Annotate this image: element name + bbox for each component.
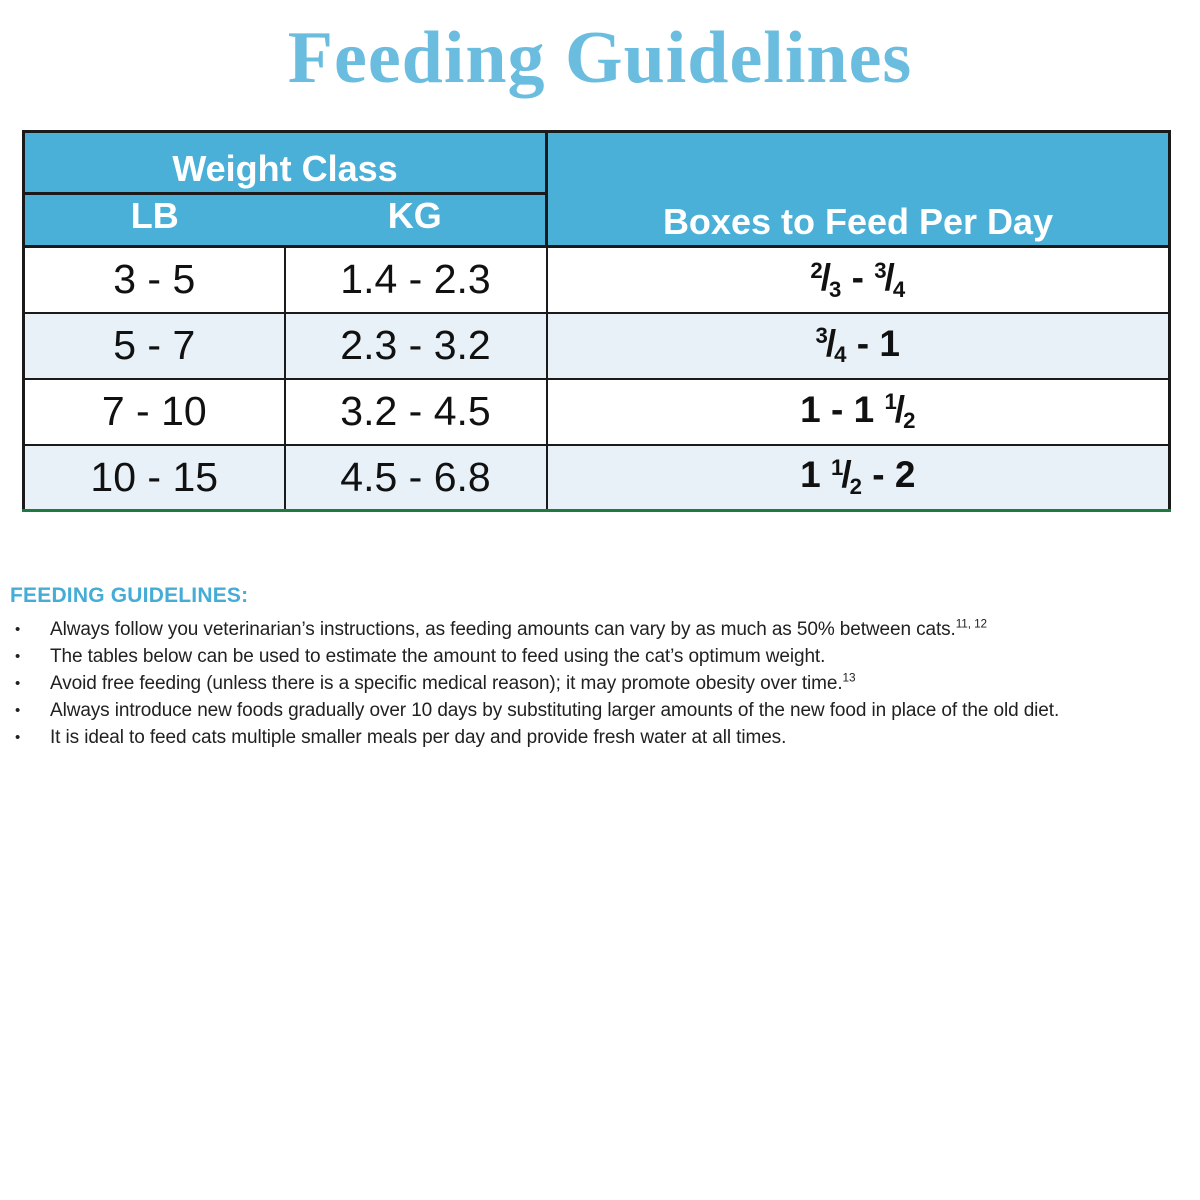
fraction-numerator: 1 <box>884 389 897 415</box>
column-group-weight-class: Weight Class <box>23 131 547 195</box>
cell-weight-kg: 1.4 - 2.3 <box>283 245 548 314</box>
fraction-denominator: 4 <box>834 342 847 368</box>
footnote-ref: 13 <box>842 671 856 685</box>
footnote-ref: 11, 12 <box>955 617 987 631</box>
table-row: 3 - 5 1.4 - 2.3 2/3 - 3/4 <box>22 245 1171 314</box>
fraction-numerator: 2 <box>810 257 823 283</box>
fraction-slash: / <box>894 388 906 430</box>
cell-weight-kg: 4.5 - 6.8 <box>283 443 548 512</box>
bullet-marker: • <box>15 621 21 638</box>
fraction: 1/2 <box>884 388 916 434</box>
fraction: 1/2 <box>830 454 862 499</box>
cell-boxes-per-day: 1 - 1 1/2 <box>545 377 1171 446</box>
guidelines-section: FEEDING GUIDELINES: • Always follow you v… <box>10 584 1195 751</box>
cell-weight-lb: 5 - 7 <box>22 311 286 380</box>
table-row: 5 - 7 2.3 - 3.2 3/4 - 1 <box>22 311 1171 380</box>
cell-weight-lb: 3 - 5 <box>22 245 286 314</box>
cell-boxes-per-day: 1 1/2 - 2 <box>545 443 1171 512</box>
list-item: • Avoid free feeding (unless there is a s… <box>10 670 1195 697</box>
bullet-marker: • <box>15 702 21 719</box>
guidelines-heading: FEEDING GUIDELINES: <box>10 584 249 607</box>
fraction: 3/4 <box>874 256 905 302</box>
list-item-text: The tables below can be used to estimate… <box>50 646 826 667</box>
guidelines-list: • Always follow you veterinarian’s instru… <box>10 616 1195 751</box>
fraction-numerator: 3 <box>815 323 828 349</box>
list-item-text: Always follow you veterinarian’s instruc… <box>50 619 956 640</box>
bullet-marker: • <box>15 729 21 746</box>
fraction-slash: / <box>841 454 852 496</box>
fraction: 3/4 <box>815 322 847 368</box>
cell-weight-kg: 3.2 - 4.5 <box>283 377 548 446</box>
column-header-lb: LB <box>23 193 285 248</box>
fraction-slash: / <box>884 256 895 298</box>
feeding-table: Weight Class Boxes to Feed Per Day LB KG… <box>22 130 1172 512</box>
column-header-boxes: Boxes to Feed Per Day <box>545 131 1170 248</box>
fraction-slash: / <box>825 322 837 364</box>
bullet-marker: • <box>15 648 21 665</box>
list-item-text: Always introduce new foods gradually ove… <box>50 700 1060 721</box>
fraction-numerator: 1 <box>830 455 844 481</box>
table-body: 3 - 5 1.4 - 2.3 2/3 - 3/4 5 - 7 2.3 - 3.2 3/4… <box>22 245 1171 512</box>
cell-weight-kg: 2.3 - 3.2 <box>283 311 548 380</box>
cell-boxes-per-day: 3/4 - 1 <box>545 311 1171 380</box>
fraction-denominator: 4 <box>892 276 906 302</box>
fraction: 2/3 <box>810 256 841 302</box>
table-row: 7 - 10 3.2 - 4.5 1 - 1 1/2 <box>22 377 1171 446</box>
list-item: • The tables below can be used to estimat… <box>10 643 1195 670</box>
list-item-text: Avoid free feeding (unless there is a sp… <box>50 673 843 694</box>
page-title: Feeding Guidelines <box>287 17 913 99</box>
fraction-numerator: 3 <box>874 257 887 283</box>
fraction-denominator: 2 <box>849 474 862 500</box>
list-item-text: It is ideal to feed cats multiple smalle… <box>50 727 787 748</box>
bullet-marker: • <box>15 675 21 692</box>
list-item: • Always introduce new foods gradually ov… <box>10 697 1195 724</box>
cell-boxes-per-day: 2/3 - 3/4 <box>545 245 1171 314</box>
list-item: • It is ideal to feed cats multiple small… <box>10 724 1195 751</box>
table-row: 10 - 15 4.5 - 6.8 1 1/2 - 2 <box>22 443 1171 512</box>
column-header-kg: KG <box>284 193 547 248</box>
fraction-denominator: 2 <box>903 408 916 434</box>
table-header: Weight Class Boxes to Feed Per Day LB KG <box>23 131 1170 248</box>
list-item: • Always follow you veterinarian’s instru… <box>10 616 1195 643</box>
cell-weight-lb: 7 - 10 <box>22 377 286 446</box>
fraction-slash: / <box>820 256 831 298</box>
cell-weight-lb: 10 - 15 <box>22 443 286 512</box>
fraction-denominator: 3 <box>828 276 842 302</box>
